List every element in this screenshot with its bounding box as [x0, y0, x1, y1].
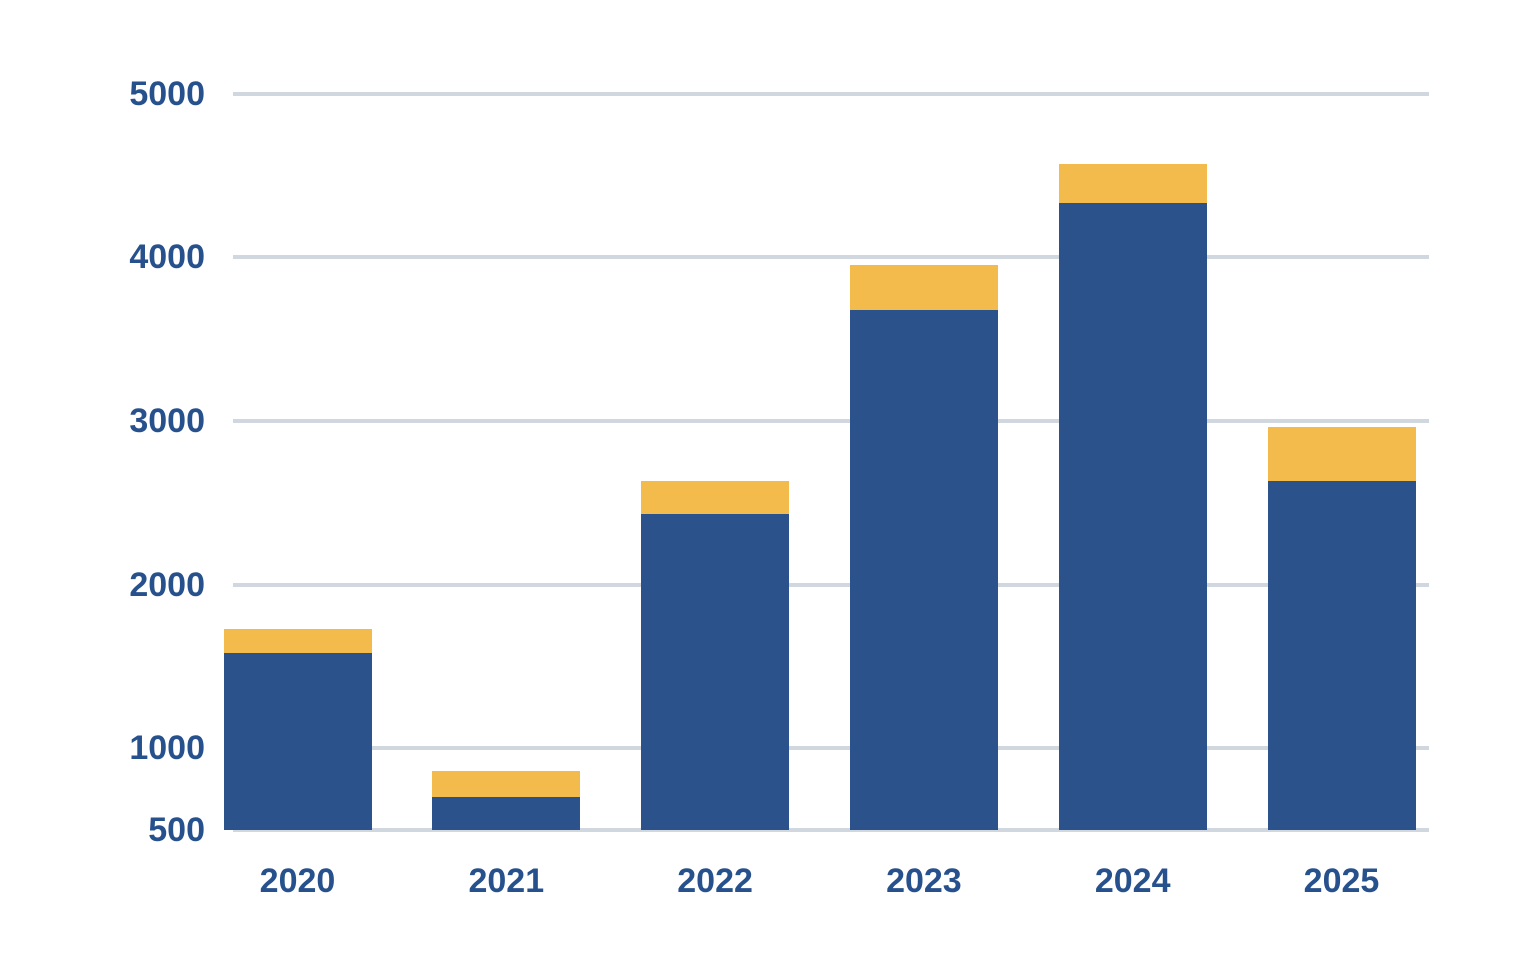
bar-2021-secondary-segment [432, 771, 581, 798]
x-axis-label-2021: 2021 [468, 862, 545, 900]
y-tick-label-2000: 2000 [129, 565, 205, 604]
bar-2025-primary-segment [1267, 481, 1416, 830]
bar-2022-secondary-segment [641, 481, 790, 515]
y-tick-label-5000: 5000 [129, 74, 205, 113]
bar-2020-primary-segment [223, 653, 372, 830]
bar-2023-primary-segment [849, 309, 998, 830]
bar-2020-secondary-segment [223, 628, 372, 654]
y-tick-label-3000: 3000 [129, 401, 205, 440]
bar-2023-secondary-segment [849, 265, 998, 310]
bar-2022-primary-segment [641, 514, 790, 830]
bar-2024-primary-segment [1058, 203, 1207, 830]
bar-2024-secondary-segment [1058, 163, 1207, 204]
y-gridline-5000 [233, 91, 1429, 96]
x-axis-label-2020: 2020 [259, 862, 336, 900]
y-tick-label-500: 500 [148, 811, 205, 849]
y-gridline-3000 [233, 418, 1429, 423]
x-axis-label-2025: 2025 [1303, 862, 1380, 900]
bar-2021-primary-segment [432, 797, 581, 830]
x-axis-label-2023: 2023 [886, 862, 962, 900]
y-gridline-4000 [233, 255, 1429, 260]
x-axis-label-2022: 2022 [677, 862, 753, 900]
y-tick-label-4000: 4000 [129, 238, 205, 277]
y-tick-label-1000: 1000 [129, 729, 205, 768]
bar-2025-secondary-segment [1267, 427, 1416, 482]
y-gridline-500 [233, 828, 1429, 832]
y-gridline-1000 [233, 746, 1429, 751]
y-gridline-2000 [233, 582, 1429, 587]
x-axis-label-2024: 2024 [1094, 862, 1171, 900]
